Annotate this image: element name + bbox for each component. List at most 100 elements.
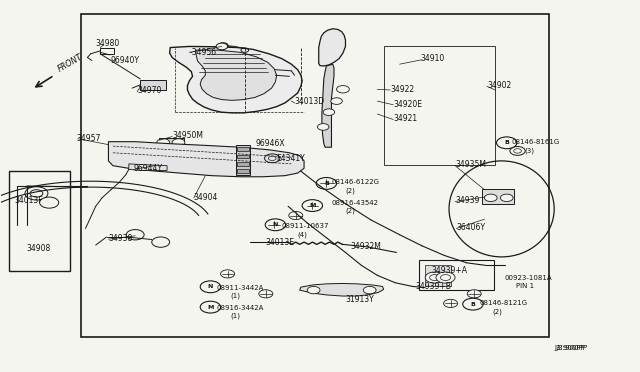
Bar bbox=[384, 46, 495, 164]
Bar bbox=[419, 260, 494, 290]
Circle shape bbox=[463, 298, 483, 310]
Text: 34939+A: 34939+A bbox=[431, 266, 467, 275]
Text: 34939: 34939 bbox=[455, 196, 479, 205]
Text: -34956: -34956 bbox=[189, 48, 216, 57]
Text: B: B bbox=[324, 181, 329, 186]
Text: M: M bbox=[207, 305, 214, 310]
Text: 36406Y: 36406Y bbox=[456, 223, 485, 232]
Circle shape bbox=[307, 286, 320, 294]
Polygon shape bbox=[129, 164, 167, 170]
Bar bbox=[81, 14, 549, 337]
Text: E4341Y: E4341Y bbox=[276, 154, 305, 163]
Text: 96940Y: 96940Y bbox=[111, 56, 140, 65]
Text: N: N bbox=[208, 284, 213, 289]
Circle shape bbox=[126, 230, 144, 240]
Text: 34935M: 34935M bbox=[455, 160, 486, 169]
Text: 08146-8121G: 08146-8121G bbox=[479, 301, 527, 307]
Text: B: B bbox=[504, 140, 509, 145]
Text: 34922: 34922 bbox=[390, 85, 414, 94]
Text: 34908: 34908 bbox=[27, 244, 51, 253]
Circle shape bbox=[500, 194, 513, 202]
Text: (4): (4) bbox=[297, 231, 307, 238]
Circle shape bbox=[323, 109, 335, 115]
Circle shape bbox=[319, 179, 334, 187]
Circle shape bbox=[497, 137, 517, 149]
Text: (1): (1) bbox=[231, 313, 241, 319]
Text: 34980: 34980 bbox=[96, 39, 120, 48]
Text: 34957: 34957 bbox=[77, 134, 101, 143]
Polygon shape bbox=[322, 64, 334, 147]
Text: 34970: 34970 bbox=[137, 86, 161, 95]
Text: 34013D: 34013D bbox=[294, 97, 324, 106]
Text: 34013E: 34013E bbox=[266, 238, 295, 247]
Text: (2): (2) bbox=[492, 308, 502, 315]
Circle shape bbox=[337, 86, 349, 93]
Bar bbox=[236, 145, 250, 175]
Text: 08916-43542: 08916-43542 bbox=[332, 200, 378, 206]
Text: 34013F: 34013F bbox=[14, 196, 43, 205]
Text: 31913Y: 31913Y bbox=[346, 295, 374, 304]
Text: PIN 1: PIN 1 bbox=[516, 283, 534, 289]
Circle shape bbox=[302, 200, 323, 211]
Circle shape bbox=[436, 272, 455, 283]
Bar bbox=[140, 80, 166, 90]
Text: 34950M: 34950M bbox=[172, 131, 203, 140]
Text: 08916-3442A: 08916-3442A bbox=[217, 305, 264, 311]
Text: (2): (2) bbox=[346, 187, 355, 194]
Circle shape bbox=[444, 299, 458, 308]
Circle shape bbox=[289, 211, 303, 219]
Text: M: M bbox=[309, 203, 316, 208]
Text: 34932M: 34932M bbox=[351, 242, 381, 251]
Bar bbox=[237, 147, 248, 151]
Bar bbox=[425, 265, 451, 286]
Text: FRONT: FRONT bbox=[56, 52, 84, 73]
Text: 08146-6122G: 08146-6122G bbox=[332, 179, 380, 185]
Circle shape bbox=[152, 237, 170, 247]
Circle shape bbox=[25, 187, 48, 200]
Polygon shape bbox=[108, 142, 304, 177]
Text: 34939+B: 34939+B bbox=[415, 282, 451, 291]
Circle shape bbox=[364, 286, 376, 294]
Bar bbox=[237, 169, 248, 173]
Circle shape bbox=[467, 290, 481, 298]
Polygon shape bbox=[196, 50, 276, 100]
Circle shape bbox=[216, 43, 228, 50]
Circle shape bbox=[510, 147, 525, 155]
Circle shape bbox=[265, 219, 285, 231]
Text: 34921: 34921 bbox=[394, 114, 417, 123]
Polygon shape bbox=[319, 29, 346, 66]
Text: 00923-1081A: 00923-1081A bbox=[505, 275, 552, 280]
Text: 34938: 34938 bbox=[108, 234, 132, 243]
Circle shape bbox=[200, 281, 221, 293]
Circle shape bbox=[331, 98, 342, 105]
Circle shape bbox=[259, 290, 273, 298]
Circle shape bbox=[221, 270, 235, 278]
Text: 34902: 34902 bbox=[487, 81, 511, 90]
Text: 08911-10637: 08911-10637 bbox=[282, 223, 329, 229]
Text: 34910: 34910 bbox=[420, 54, 445, 63]
Text: 34904: 34904 bbox=[194, 193, 218, 202]
Circle shape bbox=[484, 194, 497, 202]
Circle shape bbox=[316, 177, 337, 189]
Circle shape bbox=[157, 139, 170, 146]
Bar bbox=[483, 189, 515, 205]
Text: B: B bbox=[470, 302, 476, 307]
Text: (1): (1) bbox=[231, 293, 241, 299]
Bar bbox=[9, 171, 70, 271]
Circle shape bbox=[305, 202, 319, 210]
Circle shape bbox=[267, 221, 281, 229]
Bar bbox=[100, 48, 114, 54]
Text: 08911-3442A: 08911-3442A bbox=[217, 285, 264, 291]
Text: J3:900PP: J3:900PP bbox=[556, 345, 587, 351]
Text: J3:900PP: J3:900PP bbox=[554, 346, 585, 352]
Circle shape bbox=[317, 124, 329, 130]
Bar bbox=[237, 155, 248, 158]
Bar bbox=[237, 162, 248, 166]
Text: 08146-8161G: 08146-8161G bbox=[511, 140, 559, 145]
Circle shape bbox=[425, 272, 444, 283]
Polygon shape bbox=[170, 46, 302, 113]
Text: N: N bbox=[273, 222, 278, 227]
Circle shape bbox=[172, 139, 185, 146]
Text: (3): (3) bbox=[524, 148, 534, 154]
Text: (2): (2) bbox=[346, 208, 355, 214]
